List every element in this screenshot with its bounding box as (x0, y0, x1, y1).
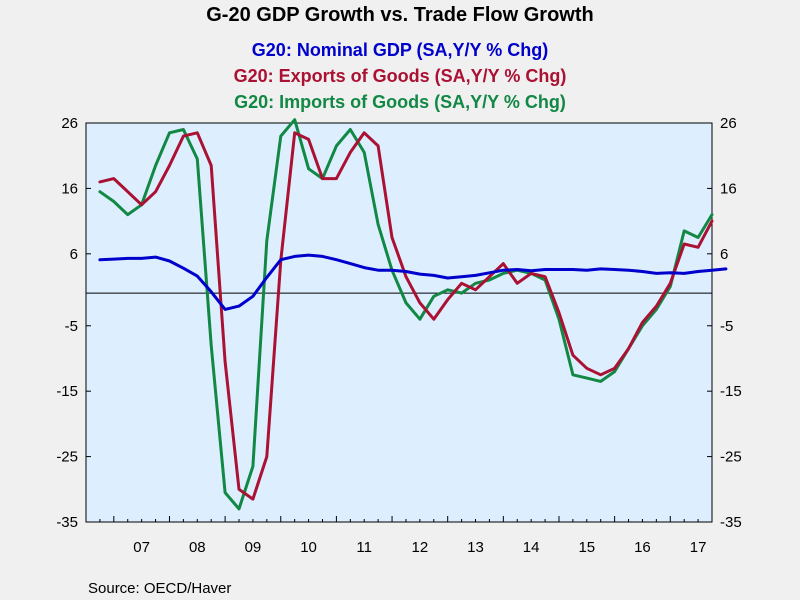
y-tick-label-left: 26 (61, 115, 78, 132)
y-tick-label-left: -25 (56, 449, 78, 466)
x-tick-label: 16 (634, 539, 651, 556)
x-tick-label: 08 (189, 539, 206, 556)
x-tick-label: 10 (300, 539, 317, 556)
chart-title: G-20 GDP Growth vs. Trade Flow Growth (206, 4, 593, 26)
plot-area (85, 122, 713, 523)
legend-entry-exports: G20: Exports of Goods (SA,Y/Y % Chg) (234, 66, 567, 86)
y-tick-label-right: -25 (720, 449, 742, 466)
x-tick-label: 15 (578, 539, 595, 556)
y-tick-label-left: -15 (56, 383, 78, 400)
x-tick-label: 09 (245, 539, 262, 556)
x-tick-label: 12 (412, 539, 429, 556)
series-line-exports (98, 131, 714, 501)
y-tick-label-right: -5 (720, 318, 733, 335)
x-tick-label: 07 (133, 539, 150, 556)
x-tick-label: 17 (690, 539, 707, 556)
x-tick-label: 14 (523, 539, 540, 556)
source-note: Source: OECD/Haver (88, 580, 231, 597)
y-tick-label-right: -15 (720, 383, 742, 400)
y-tick-label-right: 26 (720, 115, 737, 132)
axis-ticks (86, 122, 712, 523)
y-tick-label-left: 16 (61, 180, 78, 197)
series-layer (98, 118, 728, 511)
x-tick-label: 11 (356, 539, 372, 556)
y-tick-label-right: 16 (720, 180, 737, 197)
y-axis-left-labels: 26 16 6 -5 -15 -25 -35 (56, 115, 78, 531)
y-tick-label-right: 6 (720, 246, 728, 263)
y-tick-label-right: -35 (720, 514, 742, 531)
series-line-imports (98, 118, 714, 511)
series-line-nominal-gdp (98, 253, 728, 311)
x-axis-labels: 07 08 09 10 11 12 13 14 15 16 17 (133, 539, 706, 556)
y-tick-label-left: -5 (65, 318, 78, 335)
legend-entry-imports: G20: Imports of Goods (SA,Y/Y % Chg) (234, 92, 566, 112)
y-tick-label-left: 6 (70, 246, 78, 263)
y-axis-right-labels: 26 16 6 -5 -15 -25 -35 (720, 115, 742, 531)
legend-entry-nominal-gdp: G20: Nominal GDP (SA,Y/Y % Chg) (252, 40, 548, 60)
y-tick-label-left: -35 (56, 514, 78, 531)
x-tick-label: 13 (467, 539, 484, 556)
